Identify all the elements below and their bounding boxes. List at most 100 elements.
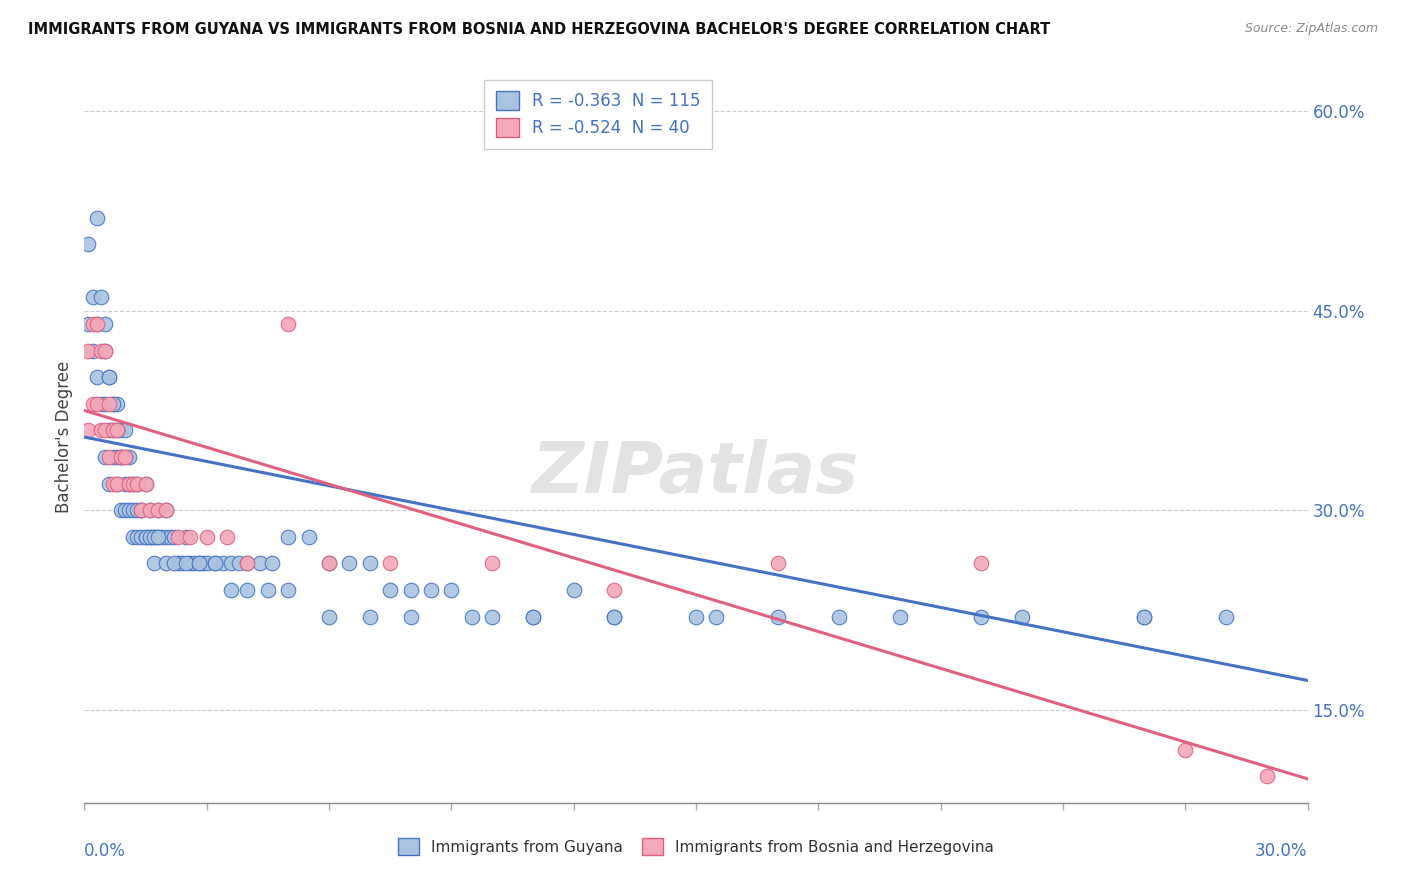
Point bbox=[970, 609, 993, 624]
Point bbox=[187, 557, 209, 571]
Point bbox=[298, 530, 321, 544]
Point bbox=[236, 557, 259, 571]
Point bbox=[685, 609, 707, 624]
Point bbox=[101, 450, 124, 464]
Y-axis label: Bachelor's Degree: Bachelor's Degree bbox=[55, 361, 73, 513]
Point bbox=[174, 530, 197, 544]
Point bbox=[93, 397, 115, 411]
Point bbox=[90, 290, 112, 304]
Point bbox=[77, 237, 100, 252]
Point bbox=[318, 609, 340, 624]
Point bbox=[114, 503, 136, 517]
Point bbox=[110, 450, 132, 464]
Point bbox=[172, 557, 194, 571]
Point bbox=[481, 557, 503, 571]
Point bbox=[163, 530, 186, 544]
Point bbox=[204, 557, 226, 571]
Point bbox=[249, 557, 271, 571]
Point bbox=[163, 557, 186, 571]
Point bbox=[461, 609, 484, 624]
Point bbox=[142, 530, 165, 544]
Point bbox=[399, 582, 422, 597]
Point bbox=[77, 343, 100, 358]
Point bbox=[90, 343, 112, 358]
Point bbox=[522, 609, 544, 624]
Point bbox=[195, 530, 218, 544]
Point bbox=[212, 557, 235, 571]
Point bbox=[135, 530, 157, 544]
Point bbox=[380, 557, 402, 571]
Point bbox=[1133, 609, 1156, 624]
Point bbox=[131, 503, 153, 517]
Point bbox=[118, 450, 141, 464]
Point bbox=[1256, 769, 1278, 783]
Point bbox=[97, 370, 120, 384]
Point bbox=[118, 503, 141, 517]
Point bbox=[522, 609, 544, 624]
Point bbox=[105, 476, 128, 491]
Point bbox=[82, 343, 104, 358]
Point bbox=[440, 582, 463, 597]
Point bbox=[603, 582, 626, 597]
Point bbox=[146, 503, 169, 517]
Point bbox=[179, 557, 201, 571]
Point bbox=[195, 557, 218, 571]
Point bbox=[135, 476, 157, 491]
Point bbox=[127, 503, 149, 517]
Point bbox=[257, 582, 280, 597]
Point bbox=[204, 557, 226, 571]
Point bbox=[236, 557, 259, 571]
Point bbox=[155, 503, 177, 517]
Point bbox=[1215, 609, 1237, 624]
Point bbox=[97, 476, 120, 491]
Point bbox=[766, 557, 789, 571]
Point bbox=[82, 397, 104, 411]
Point bbox=[1133, 609, 1156, 624]
Point bbox=[359, 609, 381, 624]
Point bbox=[142, 557, 165, 571]
Point bbox=[131, 503, 153, 517]
Point bbox=[118, 476, 141, 491]
Point bbox=[114, 424, 136, 438]
Point bbox=[110, 503, 132, 517]
Point bbox=[191, 557, 214, 571]
Point bbox=[150, 530, 173, 544]
Point bbox=[101, 424, 124, 438]
Point bbox=[122, 476, 145, 491]
Point bbox=[110, 450, 132, 464]
Point bbox=[135, 530, 157, 544]
Point bbox=[179, 530, 201, 544]
Point bbox=[110, 424, 132, 438]
Point bbox=[236, 582, 259, 597]
Point bbox=[93, 317, 115, 331]
Point bbox=[159, 530, 181, 544]
Point bbox=[105, 424, 128, 438]
Point bbox=[138, 530, 160, 544]
Point bbox=[828, 609, 851, 624]
Point bbox=[142, 530, 165, 544]
Point bbox=[1174, 742, 1197, 756]
Point bbox=[97, 397, 120, 411]
Point bbox=[105, 476, 128, 491]
Point bbox=[399, 609, 422, 624]
Point bbox=[603, 609, 626, 624]
Point bbox=[138, 530, 160, 544]
Point bbox=[228, 557, 250, 571]
Point bbox=[122, 503, 145, 517]
Point bbox=[118, 476, 141, 491]
Point bbox=[359, 557, 381, 571]
Point bbox=[146, 530, 169, 544]
Point bbox=[97, 450, 120, 464]
Point bbox=[101, 397, 124, 411]
Point bbox=[603, 609, 626, 624]
Point bbox=[970, 557, 993, 571]
Point bbox=[127, 530, 149, 544]
Point bbox=[97, 424, 120, 438]
Text: Source: ZipAtlas.com: Source: ZipAtlas.com bbox=[1244, 22, 1378, 36]
Point bbox=[82, 290, 104, 304]
Point bbox=[127, 476, 149, 491]
Point bbox=[1011, 609, 1033, 624]
Text: 30.0%: 30.0% bbox=[1256, 842, 1308, 860]
Point bbox=[77, 317, 100, 331]
Text: IMMIGRANTS FROM GUYANA VS IMMIGRANTS FROM BOSNIA AND HERZEGOVINA BACHELOR'S DEGR: IMMIGRANTS FROM GUYANA VS IMMIGRANTS FRO… bbox=[28, 22, 1050, 37]
